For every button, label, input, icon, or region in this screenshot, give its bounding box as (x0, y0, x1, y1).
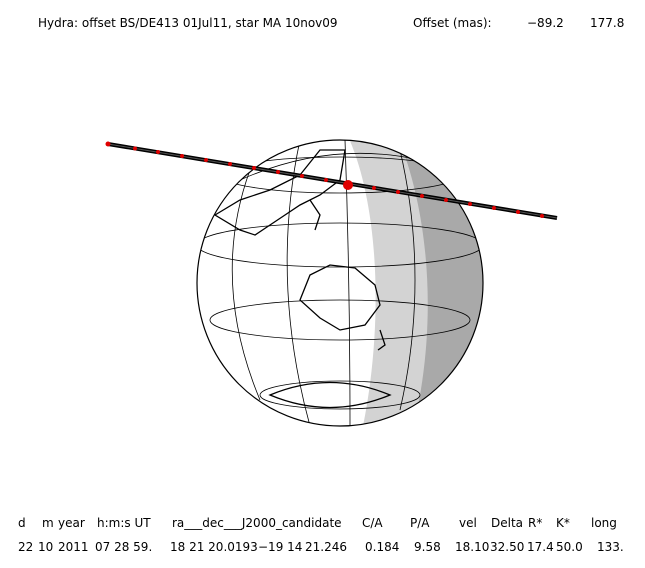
cell: 10 (38, 540, 53, 554)
cell: 2011 (58, 540, 89, 554)
cell: 22 (18, 540, 33, 554)
cell: 9.58 (414, 540, 441, 554)
column-header: C/A (362, 516, 383, 530)
cell: 18 21 20.0193 (170, 540, 258, 554)
cell: 50.0 (556, 540, 583, 554)
globe-outline (196, 139, 484, 427)
column-header: h:m:s UT (97, 516, 151, 530)
shadow-track (105, 141, 558, 220)
column-header: vel (459, 516, 477, 530)
column-header: long (591, 516, 617, 530)
offset-label: Offset (mas): (413, 16, 492, 30)
column-header: K* (556, 516, 570, 530)
cell: 18.10 (455, 540, 489, 554)
column-header: m (42, 516, 54, 530)
cell: 32.50 (490, 540, 524, 554)
cell: −19 14 (258, 540, 302, 554)
cell: 21.246 (305, 540, 347, 554)
globe (197, 140, 483, 426)
cell: 17.4 (527, 540, 554, 554)
column-header: P/A (410, 516, 430, 530)
offset-x: −89.2 (527, 16, 564, 30)
cell: 0.184 (365, 540, 399, 554)
column-header: d (18, 516, 26, 530)
table-header: d m year h:m:s UT ra___dec___J2000_candidate… (18, 516, 617, 530)
title: Hydra: offset BS/DE413 01Jul11, star MA … (38, 16, 338, 30)
column-header: ra___dec___J2000_candidate (172, 516, 342, 530)
column-header: Delta (491, 516, 523, 530)
table-row: 22 10 2011 07 28 59. 18 21 20.0193 −19 14 21.2… (18, 540, 624, 554)
offset-y: 177.8 (590, 16, 624, 30)
column-header: R* (528, 516, 542, 530)
cell: 07 28 59. (95, 540, 152, 554)
column-header: year (58, 516, 85, 530)
cell: 133. (597, 540, 624, 554)
